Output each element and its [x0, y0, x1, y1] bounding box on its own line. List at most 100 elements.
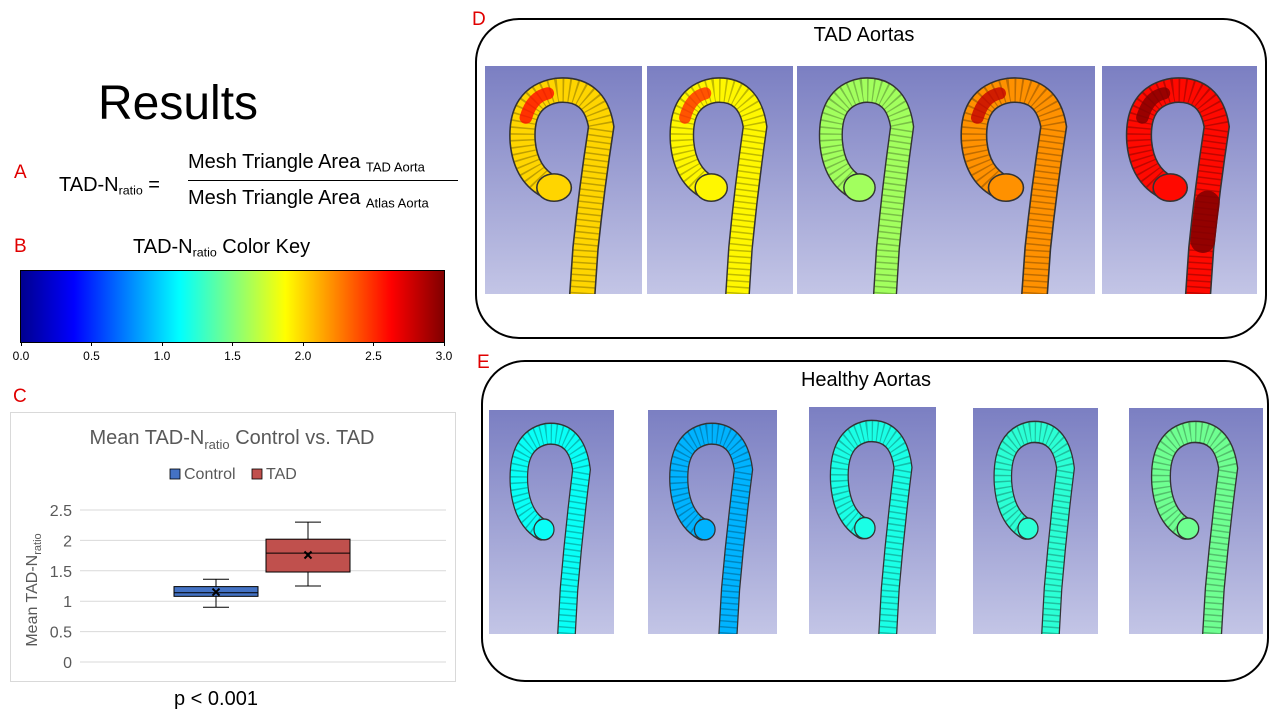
- formula-denominator-main: Mesh Triangle Area: [188, 187, 361, 209]
- color-key-tick-label: 2.0: [294, 349, 312, 363]
- box-plot-chart: Mean TAD-Nratio Control vs. TAD Control T…: [10, 412, 456, 682]
- box-tad: [265, 521, 351, 587]
- chart-y-axis-label: Mean TAD-Nratio: [24, 533, 44, 646]
- panel-letter-d: D: [472, 9, 486, 30]
- color-key-tick-label: 2.5: [365, 349, 382, 363]
- color-key-tick-mark: [91, 342, 92, 346]
- aorta-hotspot: [1136, 87, 1171, 124]
- chart-legend: Control TAD: [169, 466, 297, 483]
- formula-numerator: Mesh Triangle Area TAD Aorta: [188, 151, 425, 174]
- panel-letter-a: A: [14, 162, 27, 183]
- healthy-aortas-title: Healthy Aortas: [800, 369, 932, 391]
- color-key-tick-label: 0.5: [83, 349, 100, 363]
- y-tick-label: 0.5: [50, 625, 72, 642]
- color-key-tick-mark: [20, 342, 22, 346]
- color-key-tick-mark: [161, 342, 163, 346]
- aortic-root: [1176, 517, 1200, 540]
- y-tick-label: 2: [63, 533, 72, 550]
- healthy-aorta-3-image: [809, 407, 936, 634]
- formula-denominator: Mesh Triangle Area Atlas Aorta: [188, 187, 429, 210]
- aortic-root: [533, 518, 555, 541]
- formula-numerator-main: Mesh Triangle Area: [188, 151, 361, 173]
- aorta-surface: [670, 424, 752, 634]
- tad-aorta-3-image: [797, 66, 939, 294]
- color-key-tick-label: 3.0: [435, 349, 453, 363]
- healthy-aorta-5-image: [1129, 408, 1263, 634]
- aortic-root: [694, 173, 729, 203]
- aorta-mesh-texture: [670, 78, 767, 294]
- color-key-gradient: [20, 270, 445, 343]
- healthy-aorta-2-image: [648, 410, 777, 634]
- aorta-mesh-texture: [510, 78, 614, 294]
- chart-title: Mean TAD-Nratio Control vs. TAD: [90, 427, 375, 452]
- formula-lhs-main: TAD-N: [59, 174, 119, 196]
- p-value: p < 0.001: [174, 688, 258, 710]
- chart-gridlines: [80, 509, 446, 663]
- legend-label: TAD: [266, 466, 297, 483]
- color-key-title: TAD-Nratio Color Key: [133, 236, 310, 260]
- aorta-mesh-texture: [962, 78, 1066, 294]
- color-key-title-main: TAD-N: [133, 236, 193, 258]
- aortic-root: [854, 516, 876, 540]
- y-tick-label: 1: [63, 594, 72, 611]
- aorta-surface: [510, 424, 590, 634]
- aorta-mesh-texture: [1152, 422, 1237, 634]
- panel-letter-e: E: [477, 352, 490, 373]
- aorta-surface: [831, 421, 912, 634]
- chart-y-axis-label-sub: ratio: [32, 533, 44, 554]
- aorta-surface: [670, 78, 767, 294]
- y-tick-label: 2.5: [50, 503, 72, 520]
- panel-letter-c: C: [13, 386, 27, 407]
- aorta-surface: [820, 78, 913, 294]
- tad-aorta-1-image: [485, 66, 642, 294]
- formula-lhs-sub: ratio: [118, 183, 143, 198]
- mean-marker: [211, 587, 221, 597]
- y-tick-label: 0: [63, 655, 72, 672]
- chart-title-sub: ratio: [204, 437, 229, 452]
- aorta-surface: [994, 422, 1074, 634]
- chart-title-main: Mean TAD-N: [90, 427, 205, 449]
- aorta-mesh-texture: [820, 78, 913, 294]
- aorta-hotspot: [679, 87, 712, 124]
- box-control: [173, 578, 259, 608]
- healthy-aorta-4-image: [973, 408, 1098, 634]
- chart-title-rest: Control vs. TAD: [230, 427, 375, 449]
- aortic-root: [536, 173, 573, 203]
- aorta-mesh-texture: [1127, 78, 1229, 294]
- aortic-root: [693, 518, 716, 541]
- legend-item: Control: [169, 466, 236, 483]
- aorta-surface: [510, 78, 614, 294]
- legend-swatch: [251, 468, 263, 480]
- results-title: Results: [98, 77, 259, 130]
- chart-boxes: [173, 521, 351, 608]
- aortic-root: [987, 173, 1025, 203]
- tad-aortas-panel: [475, 18, 1267, 339]
- healthy-aortas-panel: [481, 360, 1269, 682]
- color-key-tick-mark: [443, 342, 445, 346]
- mean-marker: [303, 550, 313, 560]
- healthy-aorta-1-image: [489, 410, 614, 634]
- aorta-hotspot: [1190, 190, 1220, 253]
- legend-label: Control: [184, 466, 236, 483]
- formula-denominator-sub: Atlas Aorta: [365, 195, 429, 211]
- aorta-surface: [1152, 422, 1237, 634]
- formula-fraction-bar: [188, 180, 458, 181]
- legend-swatch: [169, 468, 181, 480]
- color-key-tick-label: 0.0: [12, 349, 30, 363]
- chart-frame: [10, 412, 456, 682]
- color-key-tick-mark: [302, 342, 304, 346]
- aorta-hotspot: [970, 87, 1006, 124]
- color-key-tick-label: 1.5: [224, 349, 241, 363]
- y-tick-label: 1.5: [50, 564, 72, 581]
- tad-aorta-5-image: [1102, 66, 1257, 294]
- tad-aorta-2-image: [647, 66, 793, 294]
- tad-aortas-title: TAD Aortas: [813, 24, 915, 46]
- formula-lhs: TAD-Nratio =: [59, 174, 160, 198]
- panel-letter-b: B: [14, 236, 27, 257]
- color-key-title-rest: Color Key: [216, 236, 311, 258]
- color-key-tick-mark: [232, 342, 233, 346]
- formula-equals: =: [148, 174, 160, 196]
- tad-aorta-4-image: [936, 66, 1095, 294]
- formula-numerator-sub: TAD Aorta: [365, 159, 425, 175]
- color-key-tick-label: 1.0: [153, 349, 171, 363]
